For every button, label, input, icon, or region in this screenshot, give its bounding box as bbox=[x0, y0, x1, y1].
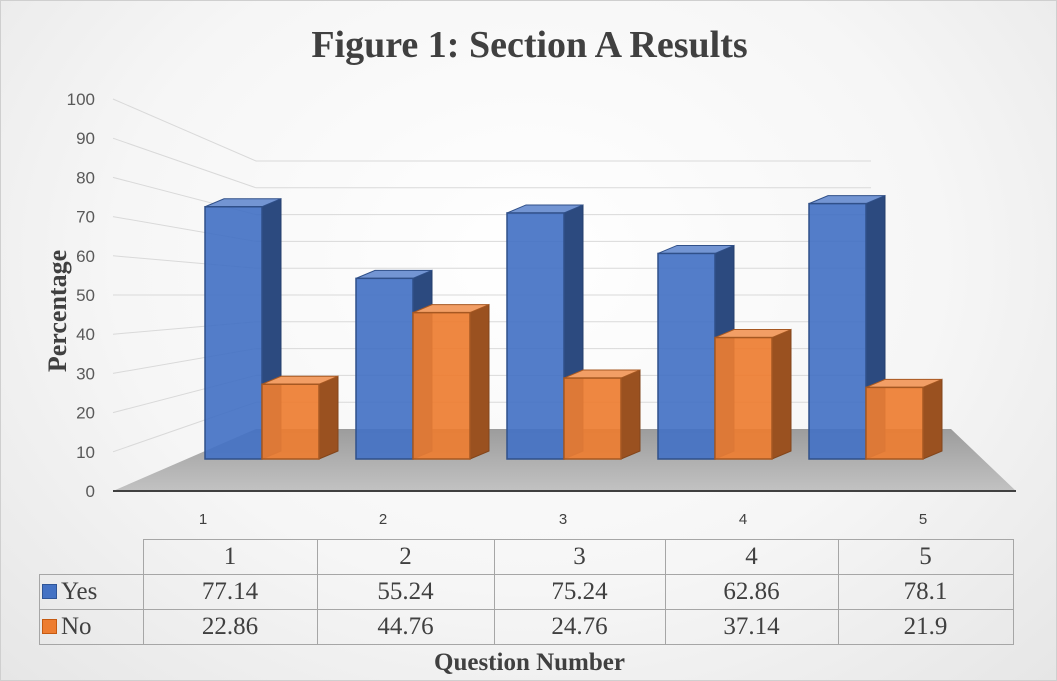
data-table-header-cell: 2 bbox=[316, 539, 495, 575]
gridline bbox=[112, 137, 871, 189]
bar-side bbox=[620, 369, 641, 460]
y-tick-label: 0 bbox=[86, 482, 95, 501]
bar-front bbox=[355, 277, 414, 460]
bar-front bbox=[657, 252, 716, 460]
bar-front bbox=[808, 202, 867, 460]
chart-title: Figure 1: Section A Results bbox=[311, 24, 748, 66]
y-tick-label: 70 bbox=[76, 208, 95, 227]
bar-front bbox=[865, 386, 924, 460]
data-table-header-row: 1 2 3 4 5 bbox=[40, 539, 1014, 575]
bar-side bbox=[469, 303, 490, 460]
bar-no-q4 bbox=[714, 328, 792, 460]
bar-yes-q3 bbox=[506, 204, 584, 460]
gridline bbox=[112, 98, 871, 162]
legend-label-no: No bbox=[61, 613, 92, 640]
bar-front bbox=[506, 212, 565, 460]
legend-entry-no: No bbox=[39, 609, 144, 645]
bar-side bbox=[922, 378, 943, 460]
legend-entry-yes: Yes bbox=[39, 574, 144, 610]
data-table-row-no: No 22.86 44.76 24.76 37.14 21.9 bbox=[39, 609, 1014, 645]
y-tick-label: 40 bbox=[76, 325, 95, 344]
data-table-row-yes: Yes 77.14 55.24 75.24 62.86 78.1 bbox=[39, 574, 1014, 610]
data-table-cell: 24.76 bbox=[493, 609, 666, 645]
data-table-header-cell: 4 bbox=[664, 539, 839, 575]
data-table-cell: 75.24 bbox=[493, 574, 666, 610]
y-tick-label: 50 bbox=[76, 286, 95, 305]
x-category-label: 3 bbox=[559, 511, 567, 528]
bar-no-q3 bbox=[563, 369, 641, 460]
data-table-cell: 22.86 bbox=[142, 609, 318, 645]
y-tick-label: 60 bbox=[76, 247, 95, 266]
y-tick-label: 10 bbox=[76, 443, 95, 462]
bar-side bbox=[771, 328, 792, 460]
x-axis-category-labels: 1 2 3 4 5 bbox=[199, 511, 927, 528]
legend-key-yes-icon bbox=[42, 584, 57, 599]
data-table-header-cell: 3 bbox=[493, 539, 666, 575]
bar-no-q2 bbox=[412, 303, 490, 460]
bar-front bbox=[204, 206, 263, 460]
bar-side bbox=[318, 375, 339, 460]
bar-front bbox=[714, 336, 773, 460]
y-tick-label: 100 bbox=[67, 90, 95, 109]
data-table-cell: 37.14 bbox=[664, 609, 839, 645]
y-tick-label: 30 bbox=[76, 364, 95, 383]
data-table-cell: 77.14 bbox=[142, 574, 318, 610]
data-table-cell: 55.24 bbox=[316, 574, 495, 610]
data-table-cell: 21.9 bbox=[837, 609, 1014, 645]
bar-front bbox=[563, 377, 622, 460]
x-category-label: 4 bbox=[739, 511, 747, 528]
legend-label-yes: Yes bbox=[61, 578, 98, 605]
data-table: 1 2 3 4 5 Yes 77.14 55.24 75.24 62.86 78… bbox=[39, 539, 1014, 645]
bar-no-q5 bbox=[865, 378, 943, 460]
bar-front bbox=[261, 383, 320, 460]
legend-key-no-icon bbox=[42, 619, 57, 634]
bar-no-q1 bbox=[261, 375, 339, 460]
bars bbox=[204, 194, 943, 460]
plot-area: 0 10 20 30 40 50 60 70 80 90 100 1 2 3 4 5 bbox=[67, 90, 1016, 528]
y-tick-label: 20 bbox=[76, 404, 95, 423]
x-category-label: 2 bbox=[379, 511, 387, 528]
x-axis-title: Question Number bbox=[434, 649, 625, 676]
y-tick-label: 80 bbox=[76, 168, 95, 187]
data-table-cell: 62.86 bbox=[664, 574, 839, 610]
data-table-cell: 44.76 bbox=[316, 609, 495, 645]
bar-yes-q1 bbox=[204, 197, 282, 460]
data-table-cell: 78.1 bbox=[837, 574, 1014, 610]
y-axis-ticks: 0 10 20 30 40 50 60 70 80 90 100 bbox=[67, 90, 95, 501]
data-table-header-cell: 1 bbox=[142, 539, 318, 575]
x-category-label: 1 bbox=[199, 511, 207, 528]
bar-front bbox=[412, 311, 471, 460]
x-category-label: 5 bbox=[919, 511, 927, 528]
data-table-header-cell: 5 bbox=[837, 539, 1014, 575]
data-table-corner bbox=[40, 540, 144, 575]
bar-yes-q5 bbox=[808, 194, 886, 460]
y-tick-label: 90 bbox=[76, 129, 95, 148]
